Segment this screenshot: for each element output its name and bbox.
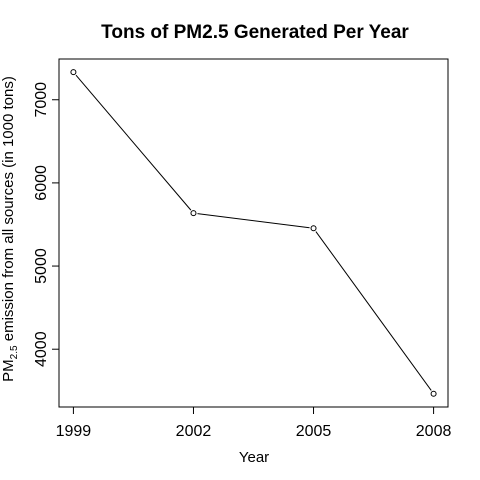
y-axis-label: PM2.5 emission from all sources (in 1000… xyxy=(0,76,20,382)
y-axis-label-subscript: 2.5 xyxy=(9,345,20,359)
data-point xyxy=(430,390,437,397)
y-tick-label: 7000 xyxy=(33,82,50,118)
data-point xyxy=(310,225,317,232)
y-tick-label: 4000 xyxy=(33,331,50,367)
series-line-segment xyxy=(197,213,310,229)
x-tick-label: 1999 xyxy=(56,423,92,440)
x-tick-label: 2002 xyxy=(176,423,212,440)
data-point xyxy=(190,210,197,217)
y-tick-label: 6000 xyxy=(33,165,50,201)
x-tick-label: 2008 xyxy=(416,423,452,440)
x-axis: 1999 2002 2005 2008 xyxy=(56,406,452,440)
x-tick-label: 2005 xyxy=(296,423,332,440)
chart-title: Tons of PM2.5 Generated Per Year xyxy=(101,22,409,43)
series-line-segment xyxy=(315,231,432,391)
x-axis-label: Year xyxy=(239,449,269,466)
data-series xyxy=(70,69,437,397)
y-tick-label: 5000 xyxy=(33,248,50,284)
y-axis-label-prefix: PM xyxy=(0,359,17,382)
series-line-segment xyxy=(75,74,192,211)
data-point xyxy=(70,69,77,76)
y-axis: 4000 5000 6000 7000 xyxy=(33,82,60,367)
plot-frame xyxy=(58,58,449,408)
y-axis-label-suffix: emission from all sources (in 1000 tons) xyxy=(0,76,17,345)
